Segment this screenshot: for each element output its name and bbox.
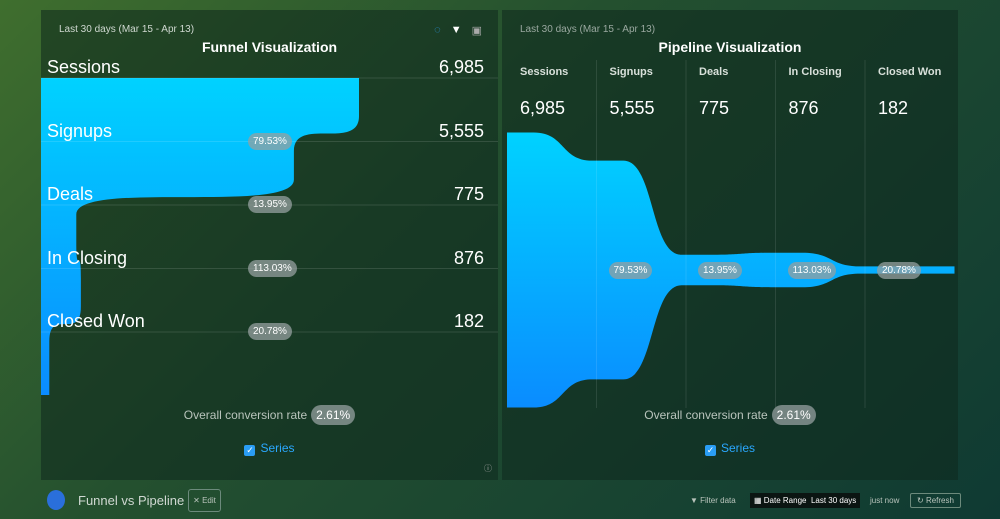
conversion-pill: 79.53% [248, 132, 292, 150]
funnel-shape [41, 78, 359, 395]
legend-series[interactable]: ✓ Series [41, 441, 498, 456]
stage-value: 876 [788, 98, 819, 118]
filter-data-button[interactable]: ▼ Filter data [690, 496, 736, 505]
conversion-pill: 113.03% [248, 259, 297, 277]
conversion-label: Overall conversion rate [644, 408, 768, 422]
conversion-rate: Overall conversion rate 2.61% [41, 405, 498, 425]
conversion-pill: 113.03% [787, 262, 837, 279]
legend-series[interactable]: ✓ Series [502, 441, 958, 456]
updated-text: just now [870, 496, 900, 505]
stage-value: 6,985 [520, 98, 566, 118]
checkbox-icon[interactable]: ✓ [704, 445, 716, 456]
stage-label: In Closing [47, 247, 128, 268]
stage-label: Sessions [47, 57, 121, 77]
conversion-pill: 13.95% [248, 196, 292, 213]
conversion-pill: 79.53% [608, 262, 653, 279]
stage-label: In Closing [788, 66, 842, 78]
stage-label: Deals [699, 66, 729, 78]
edit-button[interactable]: ✕ Edit [188, 489, 221, 512]
app-logo-icon [47, 490, 65, 510]
refresh-label: Refresh [925, 496, 954, 505]
stage-value: 5,555 [438, 120, 484, 141]
panel-title: Funnel Visualization [201, 39, 338, 55]
stage-label: Sessions [520, 66, 569, 78]
pipeline-panel: Last 30 days (Mar 15 - Apr 13) Pipeline … [502, 10, 958, 480]
stage-value: 5,555 [609, 98, 655, 118]
date-range-text: Last 30 days (Mar 15 - Apr 13) [59, 24, 195, 35]
legend-label: Series [720, 441, 755, 455]
stage-label: Deals [47, 184, 94, 204]
stage-value: 775 [453, 184, 484, 204]
filter-label: Filter data [700, 496, 736, 505]
filter-icon[interactable]: ▼ [450, 24, 462, 36]
stage-label: Closed Won [878, 66, 942, 78]
stage-label: Signups [609, 66, 653, 78]
stage-value: 182 [878, 98, 909, 118]
legend-label: Series [260, 441, 295, 455]
date-range-text: Last 30 days (Mar 15 - Apr 13) [520, 24, 656, 35]
stage-value: 876 [453, 247, 484, 268]
info-icon[interactable]: ⓘ [484, 464, 492, 473]
date-range-button[interactable]: ▦ Date Range Last 30 days [750, 493, 861, 508]
conversion-rate: Overall conversion rate 2.61% [502, 405, 958, 425]
chart-icon[interactable]: ▣ [471, 25, 482, 37]
date-range-value: Last 30 days [810, 496, 857, 505]
conversion-label: Overall conversion rate [183, 408, 308, 422]
edit-label: Edit [202, 496, 216, 505]
conversion-value: 2.61% [771, 405, 816, 425]
panel-title: Pipeline Visualization [658, 39, 802, 55]
footer-bar: Funnel vs Pipeline ✕ Edit ▼ Filter data … [0, 488, 1000, 514]
stage-value: 182 [453, 311, 484, 331]
refresh-circle-icon[interactable]: ◌ [434, 24, 441, 36]
dashboard-title: Funnel vs Pipeline [78, 493, 185, 508]
stage-value: 775 [699, 98, 730, 118]
stage-label: Signups [47, 120, 113, 141]
conversion-value: 2.61% [311, 405, 356, 425]
funnel-panel: Last 30 days (Mar 15 - Apr 13) Funnel Vi… [41, 10, 498, 480]
checkbox-icon[interactable]: ✓ [244, 445, 256, 456]
conversion-pill: 13.95% [698, 262, 742, 279]
stage-value: 6,985 [438, 57, 484, 77]
conversion-pill: 20.78% [877, 262, 921, 279]
conversion-pill: 20.78% [248, 323, 292, 340]
stage-label: Closed Won [47, 311, 145, 331]
date-range-label: Date Range [763, 496, 807, 505]
refresh-button[interactable]: ↻ Refresh [910, 493, 961, 508]
